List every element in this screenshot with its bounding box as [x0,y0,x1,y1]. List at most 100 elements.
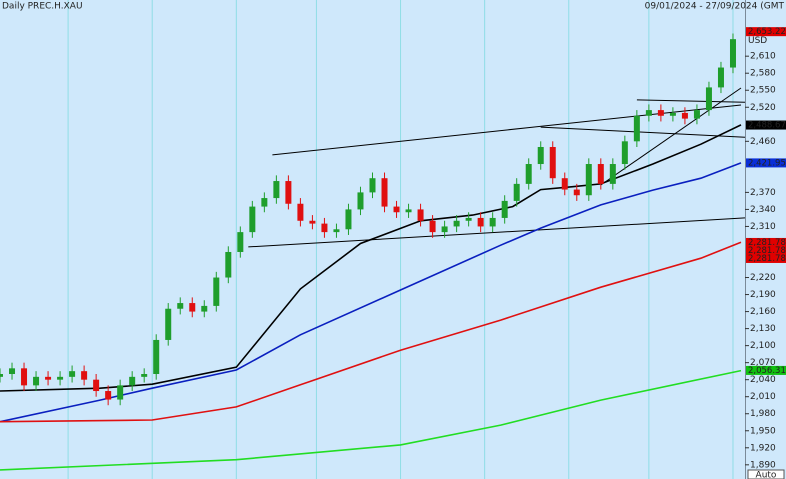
price-tag [746,245,786,255]
price-tag [746,120,786,130]
y-tick-label: 2,520 [750,103,776,113]
trend-line [600,87,742,186]
y-tick-label: 2,370 [750,188,776,198]
price-tag-label: 2,281.7849 [748,254,786,264]
y-tick-label: 2,190 [750,290,776,300]
moving-average [0,369,742,471]
candle-body [561,178,568,190]
candle-body [657,110,664,116]
candle-body [165,308,172,340]
candle-body [537,146,544,165]
candle-body [177,303,184,309]
price-tag [746,253,786,263]
price-tag [746,365,786,375]
candle-body [393,206,400,213]
candle-body [225,251,232,278]
candle-body [669,112,676,116]
candle-body [597,164,604,184]
candle-body [297,203,304,221]
candle-body [237,232,244,252]
price-tag-label: 2,653.2200 [748,27,786,37]
candle-body [45,376,52,380]
candle-body [33,376,40,386]
price-tag [746,27,786,37]
y-tick-label: 1,890 [750,460,776,470]
auto-button[interactable] [747,469,785,479]
trend-line [248,217,746,248]
candle-body [369,178,376,193]
y-tick-label: 2,610 [750,52,776,62]
price-tag [746,237,786,247]
price-tag-label: 2,281.7849 [748,246,786,256]
currency-label: USD [748,36,767,46]
candle-body [465,217,472,221]
chart-title: Daily PREC.H.XAU [2,2,83,12]
candle-body [213,277,220,306]
candle-body [189,303,196,312]
price-tag-label: 2,056.3103 [748,366,786,376]
candle-body [357,192,364,210]
candle-body [381,178,388,207]
candle-body [321,223,328,233]
y-tick-label: 2,100 [750,341,776,351]
moving-average [0,124,742,392]
y-tick-label: 2,160 [750,307,776,317]
candle-body [513,183,520,201]
candle-body [273,181,280,199]
y-tick-label: 2,220 [750,273,776,283]
candle-body [573,189,580,196]
candle-body [633,115,640,142]
candle-body [681,112,688,119]
candle-body [333,229,340,233]
candle-body [261,198,268,207]
candle-body [417,209,424,221]
candle-body [429,220,436,233]
candle-body [477,217,484,227]
candle-body [489,217,496,227]
candle-body [153,339,160,375]
candle-body [285,181,292,204]
candle-body [705,87,712,111]
trend-line [540,126,746,138]
plot-area [0,0,746,479]
candle-body [201,305,208,312]
y-tick-label: 2,010 [750,392,776,402]
y-tick-label: 2,340 [750,205,776,215]
y-tick-label: 2,040 [750,375,776,385]
y-tick-label: 2,310 [750,222,776,232]
candle-body [69,371,76,377]
candle-body [309,220,316,224]
candle-body [21,368,28,386]
y-tick-label: 2,130 [750,324,776,334]
y-tick-label: 2,070 [750,358,776,368]
auto-label[interactable]: Auto [756,471,777,479]
candle-body [141,374,148,377]
moving-average [0,241,742,423]
candle-body [81,371,88,380]
candle-body [549,146,556,179]
y-tick-label: 2,550 [750,86,776,96]
candle-body [9,368,16,375]
candle-body [609,164,616,184]
price-tag-label: 2,421.9581 [748,158,786,168]
trend-line [636,99,746,103]
y-tick-label: 1,920 [750,443,776,453]
candle-body [621,141,628,165]
candle-body [441,226,448,233]
candle-body [57,376,64,380]
candle-body [0,374,3,377]
y-tick-label: 1,980 [750,409,776,419]
candle-body [405,209,412,213]
candle-body [129,376,136,386]
moving-average [0,162,742,423]
candle-body [693,110,700,119]
price-tag [746,158,786,168]
candle-body [729,39,736,68]
candle-body [501,200,508,218]
candle-body [525,164,532,184]
y-tick-label: 2,460 [750,137,776,147]
candle-body [345,209,352,230]
